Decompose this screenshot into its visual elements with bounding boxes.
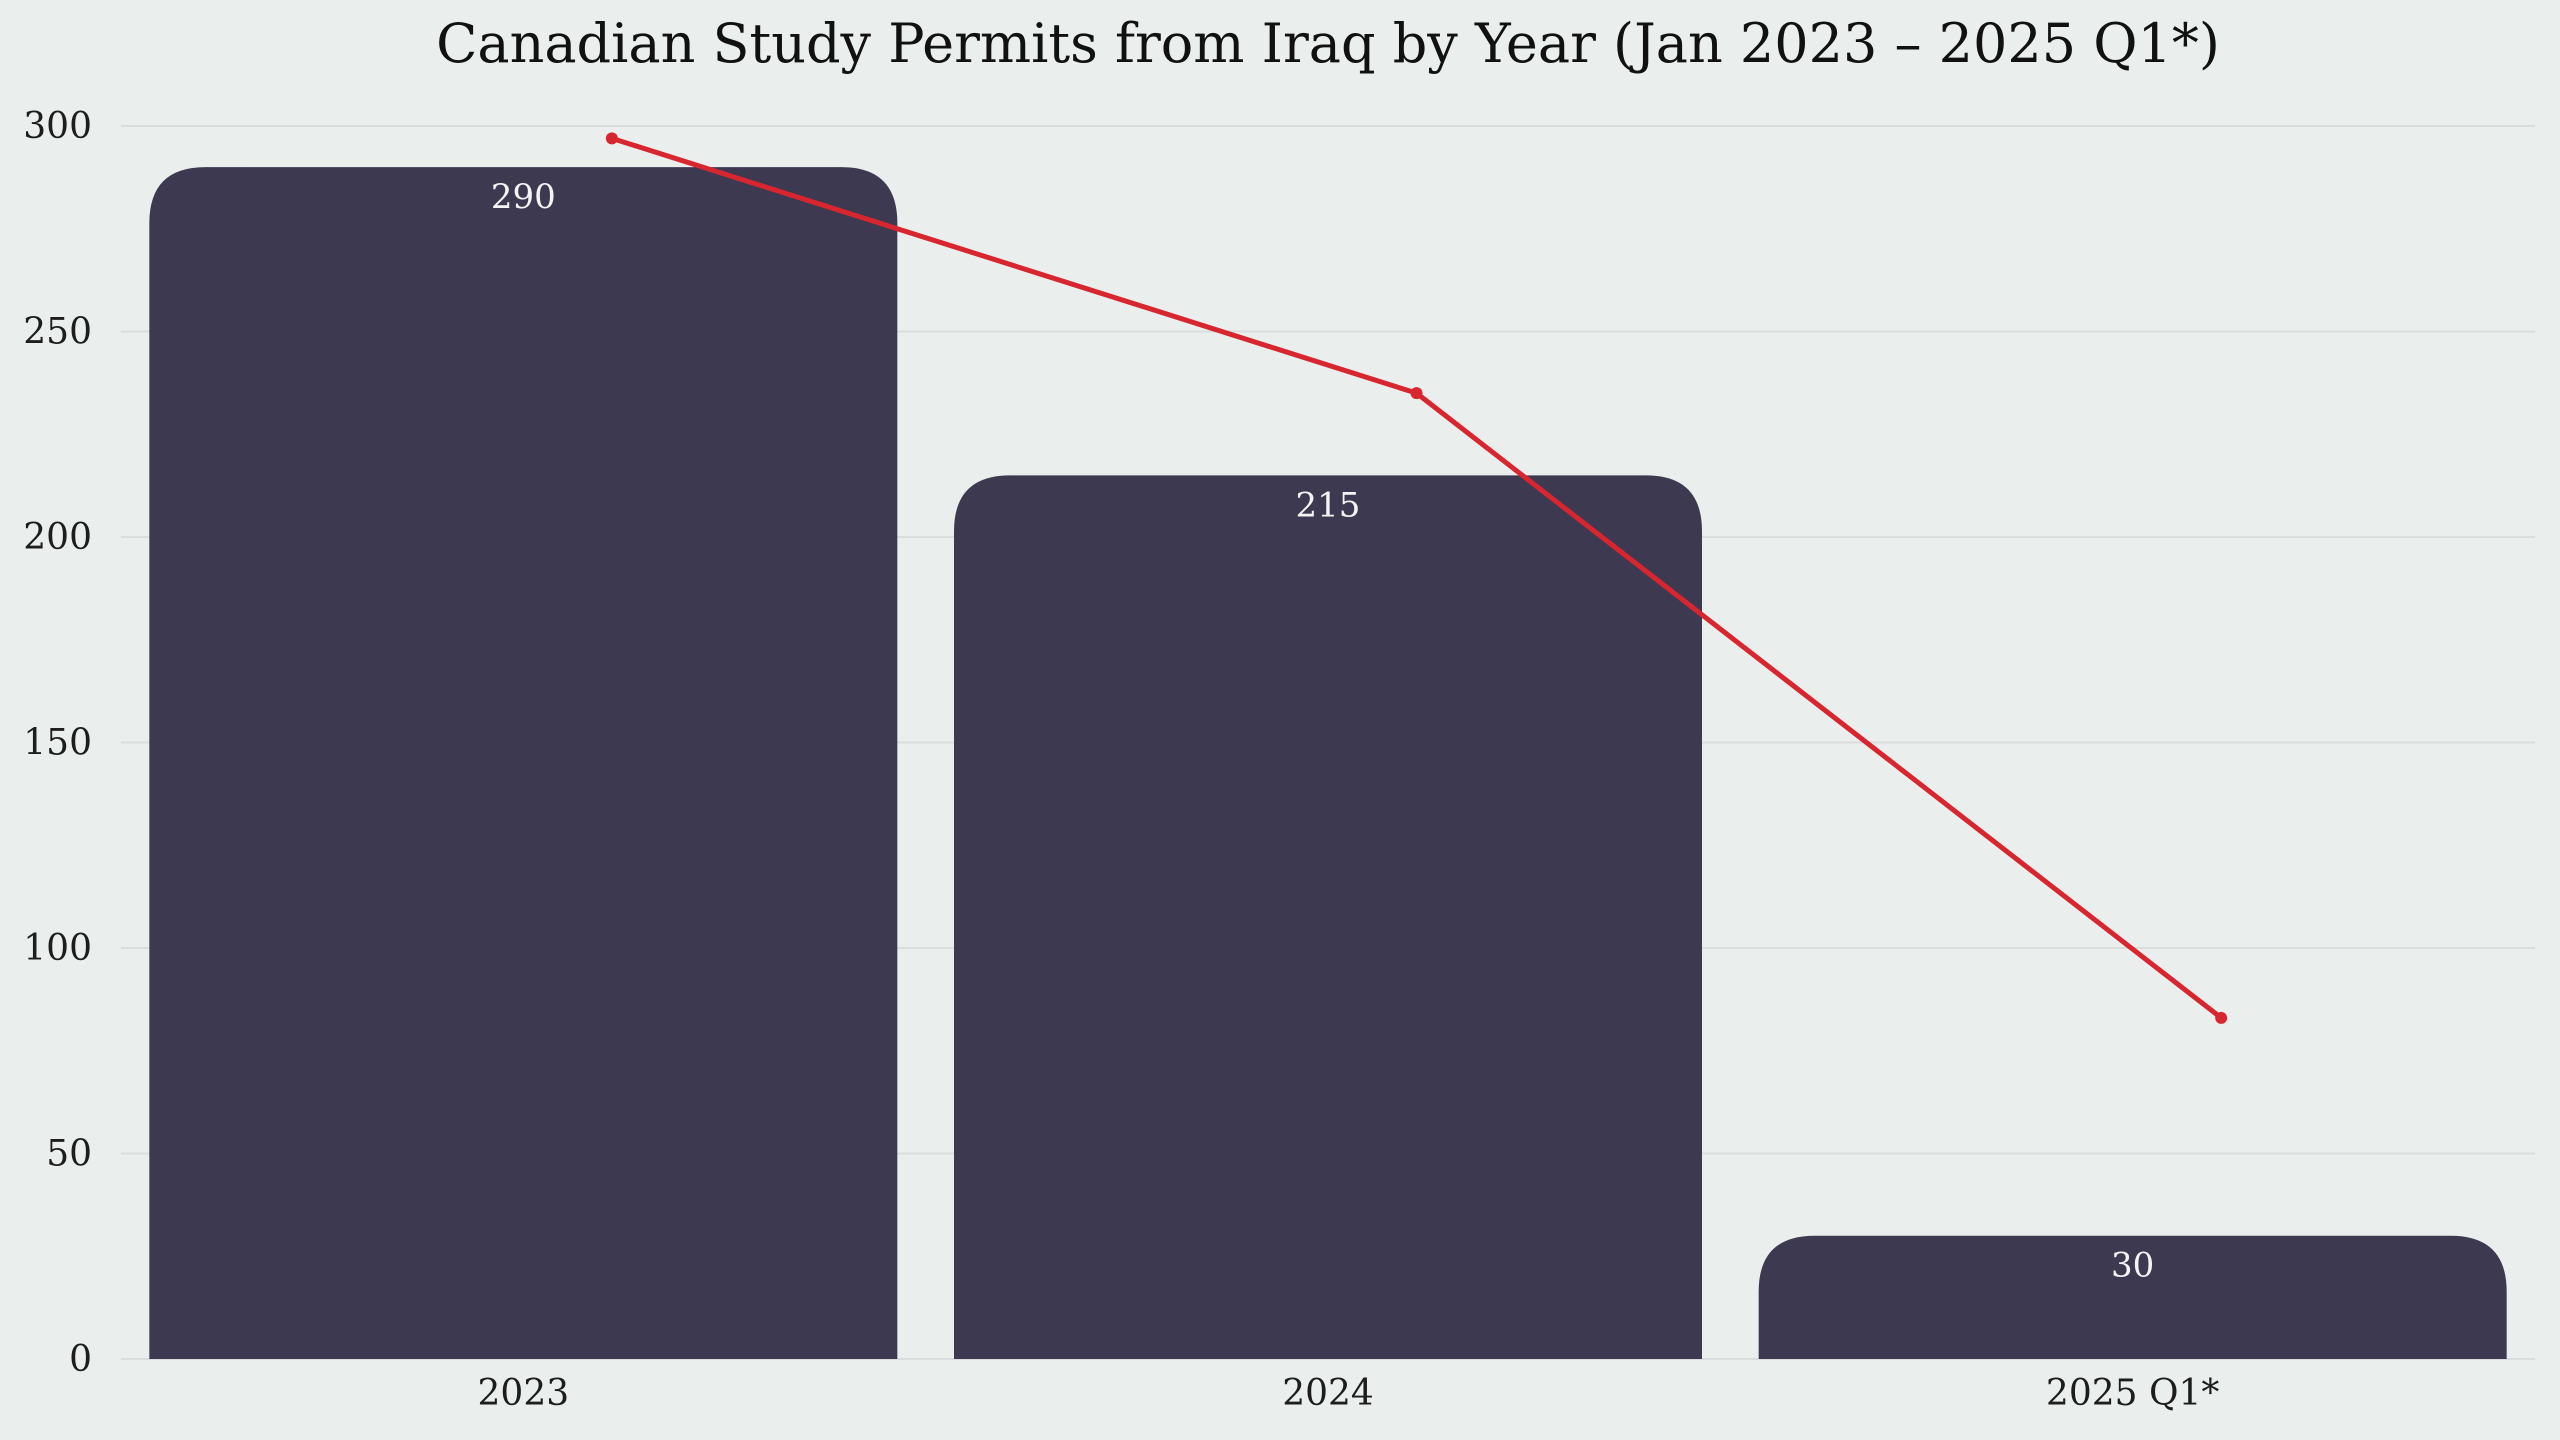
x-tick-label: 2024 [1282,1373,1374,1414]
trend-line-point [2215,1011,2228,1024]
bar-2025-q1 [1758,1235,2507,1359]
bar-2023 [149,167,898,1360]
y-tick-label: 150 [23,723,92,764]
trend-line [605,132,2228,1024]
y-tick-label: 0 [69,1339,92,1380]
y-tick-label: 200 [23,517,92,558]
y-tick-label: 50 [46,1134,92,1175]
trend-line-point [1410,387,1423,400]
bar-value-label: 30 [2111,1246,2154,1286]
x-tick-label: 2025 Q1* [2046,1373,2219,1414]
trend-line-point [605,132,618,145]
bar-labels: 290 215 30 [491,177,2154,1286]
bars [149,167,2507,1360]
y-tick-label: 300 [23,106,92,147]
bar-value-label: 290 [491,177,556,217]
x-tick-label: 2023 [478,1373,570,1414]
x-axis: 2023 2024 2025 Q1* [478,1373,2220,1414]
y-axis: 0 50 100 150 200 250 300 [23,106,92,1380]
y-tick-label: 250 [23,312,92,353]
bar-2024 [954,475,1702,1360]
chart-title: Canadian Study Permits from Iraq by Year… [436,12,2220,75]
y-tick-label: 100 [23,928,92,969]
bar-value-label: 215 [1296,485,1361,525]
